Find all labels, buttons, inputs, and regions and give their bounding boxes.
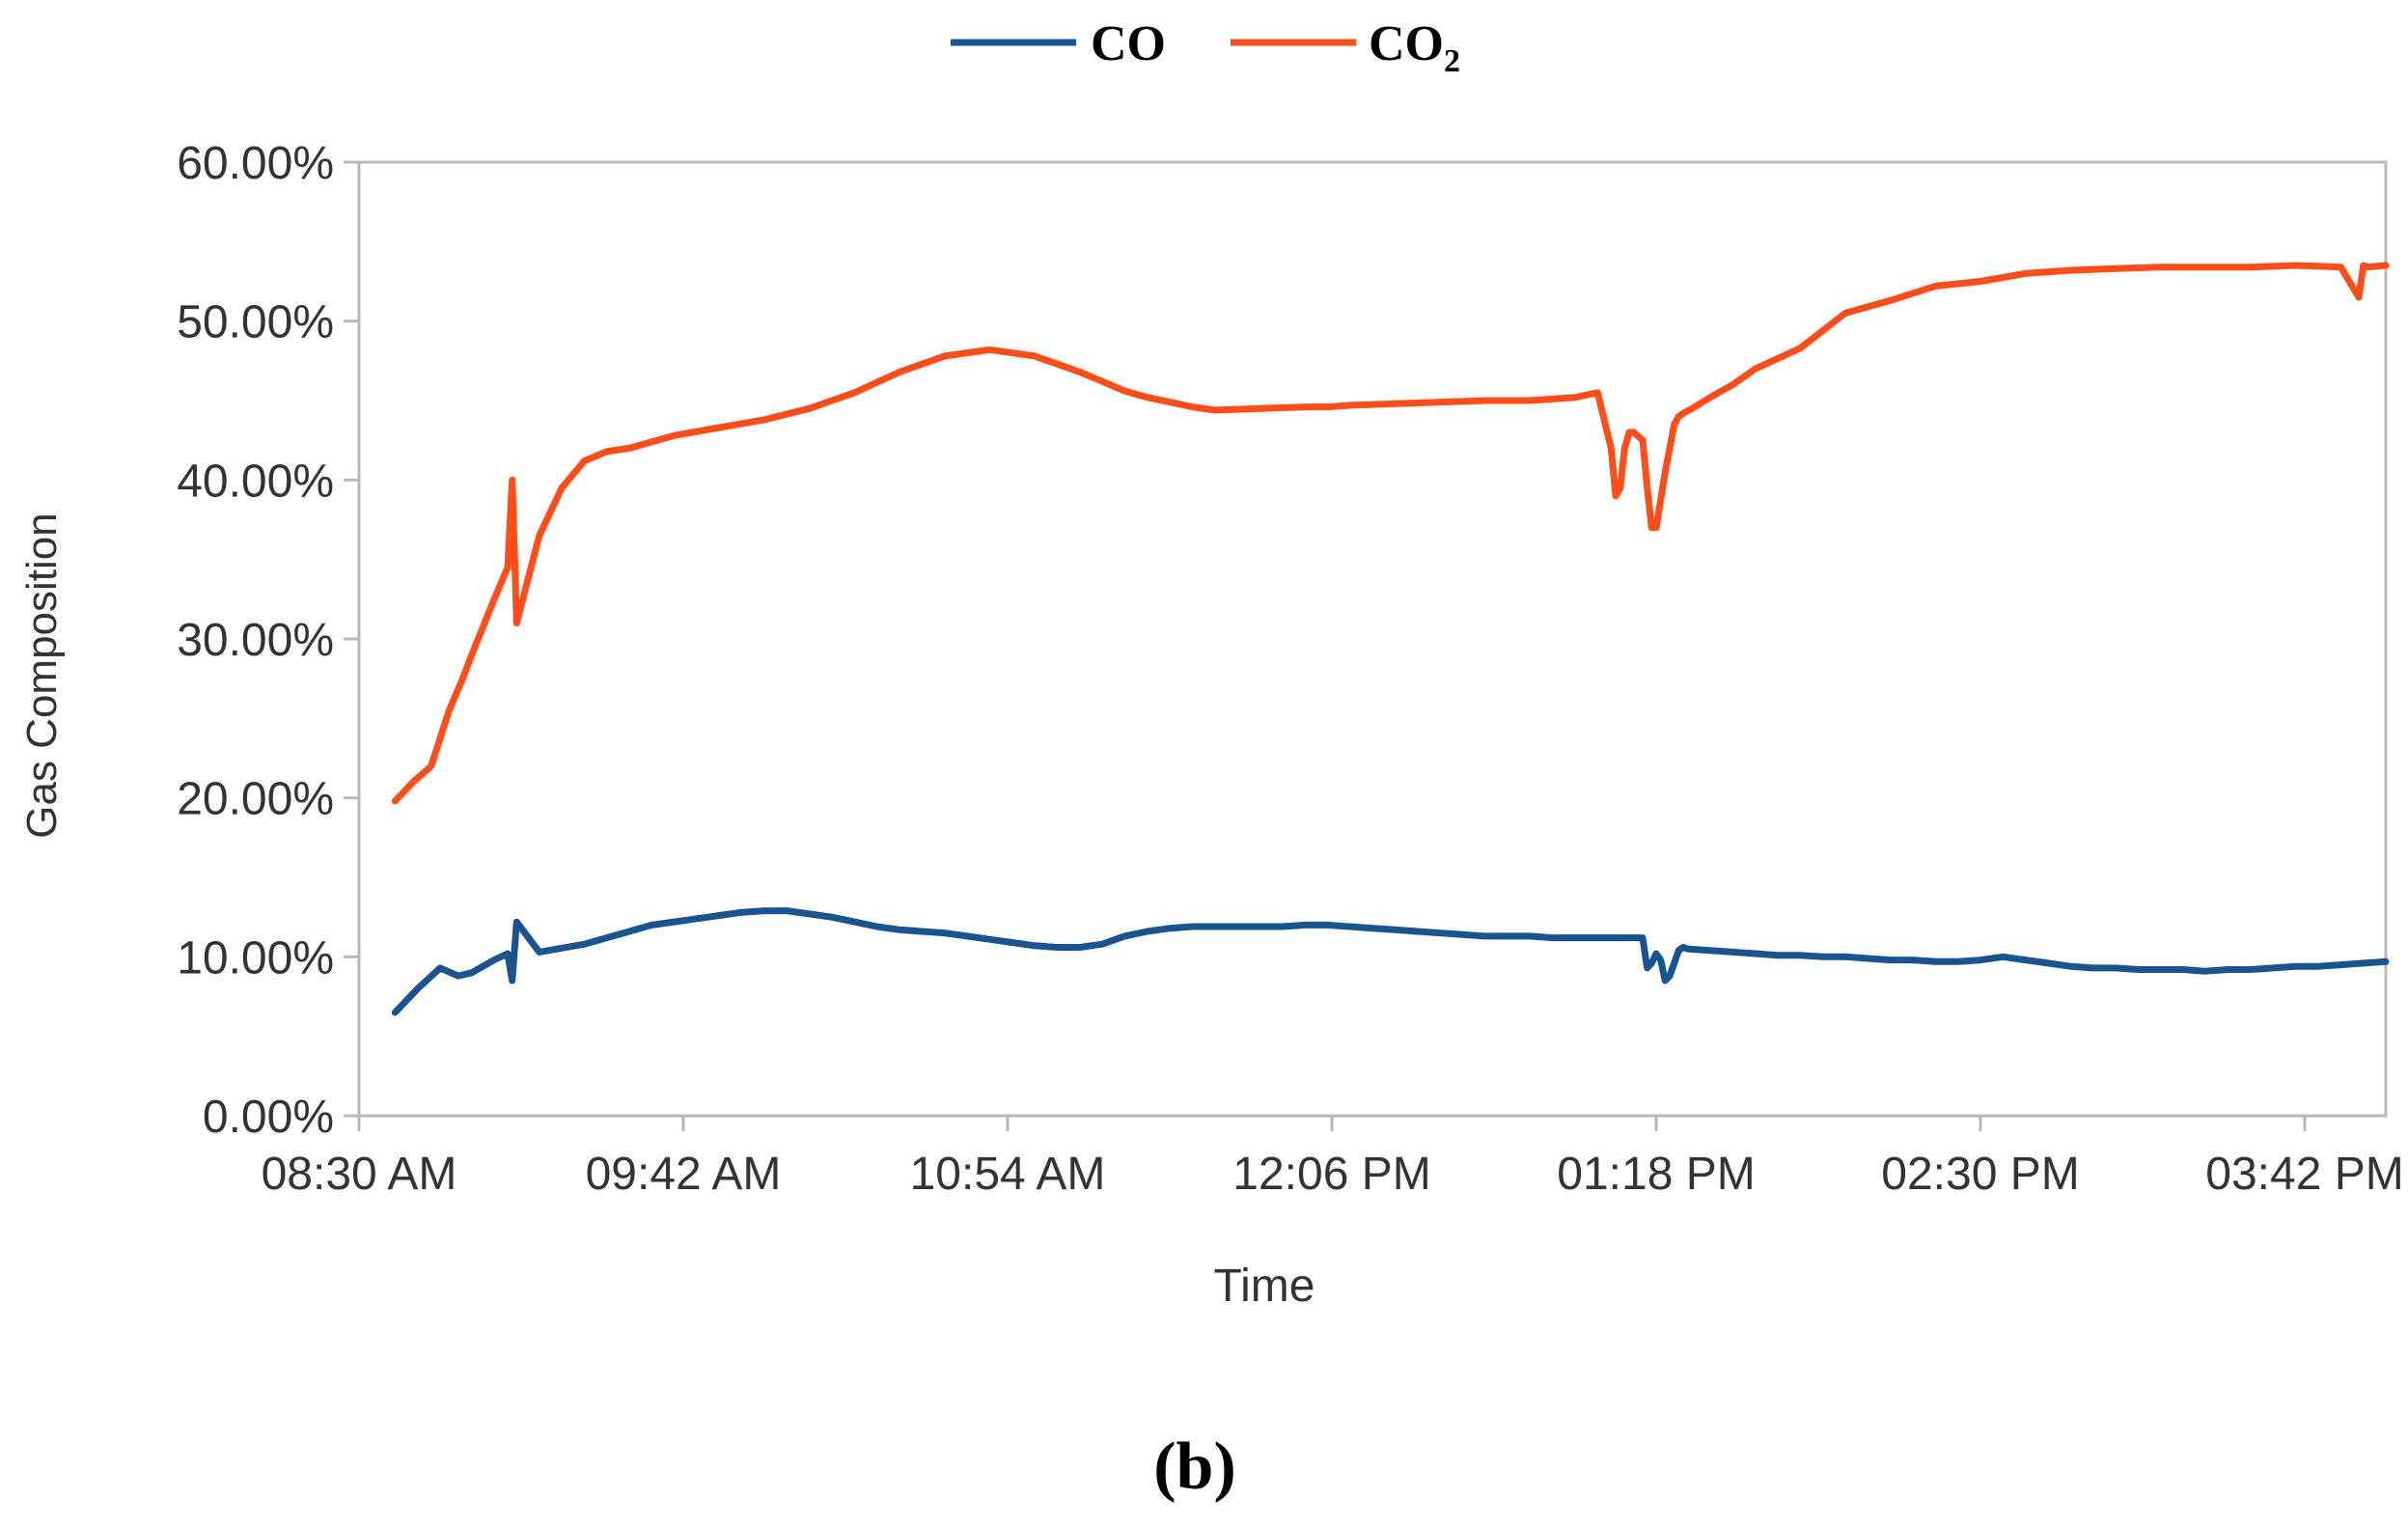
x-tick-label: 02:30 PM: [1881, 1149, 2079, 1200]
y-tick-label: 50.00%: [177, 297, 334, 348]
x-tick-label: 09:42 AM: [586, 1149, 782, 1200]
legend-label-co2-subscript: 2: [1444, 43, 1460, 79]
y-axis-ticks: 0.00% 10.00% 20.00% 30.00% 40.00% 50.00% 60.00…: [177, 138, 359, 1143]
x-tick-label: 01:18 PM: [1557, 1149, 1755, 1200]
x-axis-title: Time: [1214, 1261, 1315, 1312]
series-line-co: [391, 907, 2390, 1016]
x-tick-label: 03:42 PM: [2205, 1149, 2403, 1200]
y-tick-label: 20.00%: [177, 774, 334, 825]
y-tick-label: 40.00%: [177, 456, 334, 507]
legend-label-co: CO: [1091, 16, 1166, 71]
y-tick-label: 10.00%: [177, 932, 334, 984]
x-tick-label: 10:54 AM: [910, 1149, 1106, 1200]
x-tick-label: 12:06 PM: [1232, 1149, 1430, 1200]
legend: CO CO2: [951, 16, 1460, 79]
x-axis-ticks: 08:30 AM 09:42 AM 10:54 AM 12:06 PM 01:18 PM…: [262, 1116, 2404, 1200]
series-line-co2: [391, 262, 2390, 805]
x-tick-label: 08:30 AM: [262, 1149, 457, 1200]
y-tick-label: 30.00%: [177, 615, 334, 666]
series-layer: [391, 262, 2390, 1016]
y-tick-label: 60.00%: [177, 138, 334, 189]
y-tick-label: 0.00%: [203, 1092, 334, 1143]
legend-label-co2-base: CO: [1369, 16, 1444, 71]
legend-label-co2: CO2: [1369, 16, 1460, 79]
figure-label: (b): [1153, 1429, 1236, 1504]
y-axis-title: Gas Composition: [18, 513, 66, 838]
